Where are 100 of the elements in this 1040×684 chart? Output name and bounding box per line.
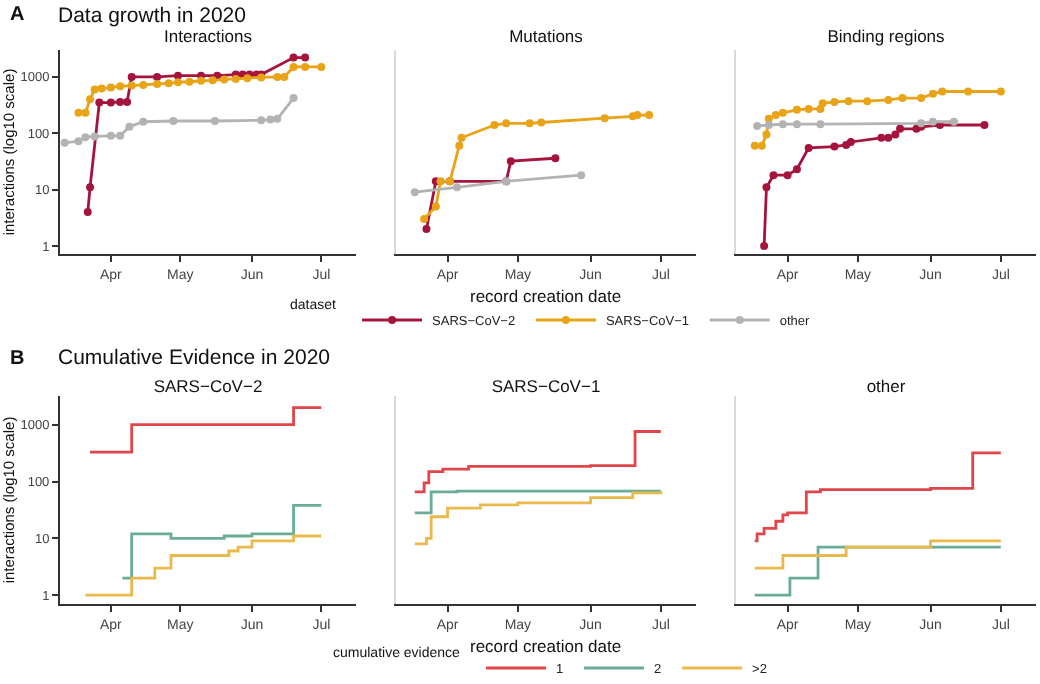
point (81, 108, 90, 117)
point (877, 133, 886, 142)
point (949, 117, 958, 126)
point (884, 133, 893, 142)
point (896, 124, 905, 133)
point (173, 78, 182, 87)
point (757, 141, 766, 150)
point (210, 116, 219, 125)
point (980, 121, 989, 130)
point (818, 99, 827, 108)
point (173, 71, 182, 80)
point (884, 95, 893, 104)
point (90, 132, 99, 141)
point (964, 87, 973, 96)
point (436, 177, 445, 186)
point (792, 105, 801, 114)
point (169, 116, 178, 125)
point (74, 137, 83, 146)
chart-title: SARS−CoV−1 (491, 375, 601, 396)
point (928, 89, 937, 98)
point (420, 215, 429, 224)
point (301, 53, 310, 62)
point (898, 94, 907, 103)
point (280, 72, 289, 81)
point (816, 120, 825, 129)
point (928, 117, 937, 126)
chart-title: other (866, 375, 906, 396)
point (273, 72, 282, 81)
point (422, 225, 431, 233)
point (106, 83, 115, 92)
point (804, 143, 813, 152)
chart-title: Interactions (164, 25, 252, 46)
point (127, 72, 136, 81)
point (760, 241, 769, 250)
point (301, 62, 310, 71)
point (457, 133, 466, 142)
text: B (10, 348, 25, 370)
point (996, 87, 1005, 96)
point (289, 53, 298, 62)
point (139, 80, 148, 89)
point (266, 115, 275, 124)
point (762, 130, 771, 139)
point (917, 94, 926, 103)
point (116, 97, 125, 106)
point (273, 114, 282, 123)
text: A (10, 4, 25, 26)
point (289, 62, 298, 71)
point (164, 79, 173, 88)
point (185, 77, 194, 86)
point (208, 76, 217, 85)
point (197, 76, 206, 85)
point (750, 141, 759, 150)
point (106, 98, 115, 107)
text: Cumulative Evidence in 2020 (58, 346, 331, 370)
point (60, 138, 69, 147)
point (106, 131, 115, 140)
point (97, 84, 106, 93)
point (116, 131, 125, 140)
point (633, 111, 642, 120)
point (537, 118, 546, 127)
point (506, 157, 515, 166)
point (844, 97, 853, 106)
point (645, 111, 654, 120)
point (577, 171, 586, 180)
point (452, 183, 461, 192)
point (257, 116, 266, 125)
point (455, 141, 464, 150)
point (778, 120, 787, 129)
point (830, 97, 839, 106)
point (804, 104, 813, 113)
point (81, 133, 90, 142)
point (431, 202, 440, 211)
point (551, 154, 560, 163)
point (289, 94, 298, 103)
point (220, 75, 229, 84)
point (317, 62, 326, 71)
point (153, 79, 162, 88)
chart-title: SARS−CoV−2 (153, 375, 263, 396)
point (490, 121, 499, 130)
point (139, 117, 148, 126)
point (762, 183, 771, 192)
point (753, 121, 762, 130)
point (863, 97, 872, 106)
chart-title: Binding regions (827, 25, 945, 46)
point (783, 171, 792, 180)
point (86, 183, 95, 192)
point (891, 130, 900, 139)
point (938, 87, 947, 96)
point (83, 208, 92, 217)
point (502, 119, 511, 128)
point (769, 171, 778, 180)
point (116, 82, 125, 91)
x-axis-title: record creation date (470, 636, 622, 656)
point (86, 95, 95, 104)
x-axis-title: record creation date (470, 286, 622, 306)
point (771, 111, 780, 120)
point (410, 188, 419, 197)
point (153, 72, 162, 81)
point (778, 108, 787, 117)
point (792, 120, 801, 129)
